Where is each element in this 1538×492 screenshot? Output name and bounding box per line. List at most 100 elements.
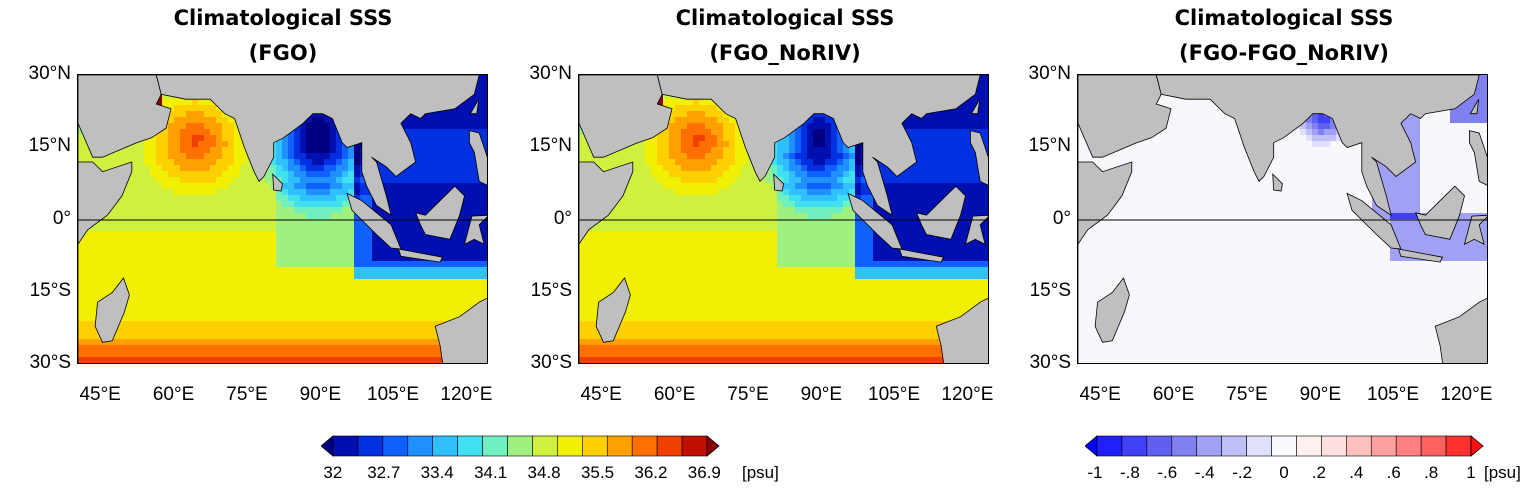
ocean-cell xyxy=(645,183,652,190)
ocean-cell xyxy=(288,255,295,262)
ocean-cell xyxy=(312,339,319,346)
ocean-cell xyxy=(282,273,289,280)
ocean-cell xyxy=(210,195,217,202)
ocean-cell xyxy=(210,177,217,184)
ocean-cell xyxy=(120,327,127,334)
ocean-cell xyxy=(168,159,175,166)
ocean-cell xyxy=(735,201,742,208)
ocean-cell xyxy=(414,327,421,334)
ocean-cell xyxy=(228,339,235,346)
ocean-cell xyxy=(192,279,199,286)
ocean-cell xyxy=(162,171,169,178)
ocean-cell xyxy=(330,345,337,352)
ocean-cell xyxy=(915,177,922,184)
ocean-cell xyxy=(312,279,319,286)
ocean-cell xyxy=(78,357,85,363)
ocean-cell xyxy=(456,123,463,130)
ocean-cell xyxy=(204,201,211,208)
ocean-cell xyxy=(348,261,355,268)
ocean-cell xyxy=(150,213,157,220)
ocean-cell xyxy=(270,291,277,298)
ocean-cell xyxy=(102,159,109,166)
ocean-cell xyxy=(222,225,229,232)
ocean-cell xyxy=(717,135,724,142)
ocean-cell xyxy=(258,219,265,226)
ocean-cell xyxy=(132,147,139,154)
ocean-cell xyxy=(294,273,301,280)
ocean-cell xyxy=(843,189,850,196)
ocean-cell xyxy=(420,291,427,298)
ocean-cell xyxy=(216,159,223,166)
ocean-cell xyxy=(987,141,988,148)
ocean-cell xyxy=(390,249,397,256)
ocean-cell xyxy=(78,273,85,280)
ocean-cell xyxy=(663,189,670,196)
ocean-cell xyxy=(456,135,463,142)
ocean-cell xyxy=(78,261,85,268)
ocean-cell xyxy=(831,201,838,208)
ocean-cell xyxy=(282,141,289,148)
ocean-cell xyxy=(360,333,367,340)
ocean-cell xyxy=(114,225,121,232)
ocean-cell xyxy=(234,357,241,363)
ocean-cell xyxy=(468,261,475,268)
ocean-cell xyxy=(729,129,736,136)
ocean-cell xyxy=(474,123,481,130)
ocean-cell xyxy=(735,141,742,148)
ocean-cell xyxy=(420,285,427,292)
ocean-cell xyxy=(276,303,283,310)
ocean-cell xyxy=(84,243,91,250)
ocean-cell xyxy=(426,297,433,304)
ocean-cell xyxy=(210,345,217,352)
ocean-cell xyxy=(354,327,361,334)
ocean-cell xyxy=(456,261,463,268)
ocean-cell xyxy=(138,267,145,274)
ocean-cell xyxy=(216,315,223,322)
ocean-cell xyxy=(192,345,199,352)
ocean-cell xyxy=(396,285,403,292)
ocean-cell xyxy=(90,225,97,232)
ocean-cell xyxy=(258,183,265,190)
ocean-cell xyxy=(765,207,772,214)
ocean-cell xyxy=(795,183,802,190)
ocean-cell xyxy=(378,291,385,298)
ocean-cell xyxy=(378,255,385,262)
ocean-cell xyxy=(186,297,193,304)
ocean-cell xyxy=(168,267,175,274)
ocean-cell xyxy=(741,153,748,160)
ocean-cell xyxy=(354,357,361,363)
ocean-cell xyxy=(372,327,379,334)
ocean-cell xyxy=(198,339,205,346)
ocean-cell xyxy=(258,237,265,244)
ocean-cell xyxy=(306,165,313,172)
ocean-cell xyxy=(420,321,427,328)
ocean-cell xyxy=(402,255,409,262)
ocean-cell xyxy=(609,153,616,160)
ocean-cell xyxy=(342,225,349,232)
ocean-cell xyxy=(426,141,433,148)
ocean-cell xyxy=(432,201,439,208)
ocean-cell xyxy=(462,183,469,190)
ocean-cell xyxy=(78,267,85,274)
ocean-cell xyxy=(264,195,271,202)
ocean-cell xyxy=(264,207,271,214)
ocean-cell xyxy=(306,321,313,328)
ocean-cell xyxy=(324,315,331,322)
ocean-cell xyxy=(96,279,103,286)
ocean-cell xyxy=(921,153,928,160)
ocean-cell xyxy=(969,183,976,190)
ocean-cell xyxy=(330,201,337,208)
ocean-cell xyxy=(396,231,403,238)
ocean-cell xyxy=(216,195,223,202)
ocean-cell xyxy=(264,291,271,298)
ocean-cell xyxy=(444,177,451,184)
ocean-cell xyxy=(312,159,319,166)
ocean-cell xyxy=(462,153,469,160)
ocean-cell xyxy=(396,303,403,310)
ocean-cell xyxy=(759,189,766,196)
ocean-cell xyxy=(957,141,964,148)
ocean-cell xyxy=(783,195,790,202)
ocean-cell xyxy=(831,165,838,172)
ocean-cell xyxy=(360,177,367,184)
ocean-cell xyxy=(933,165,940,172)
